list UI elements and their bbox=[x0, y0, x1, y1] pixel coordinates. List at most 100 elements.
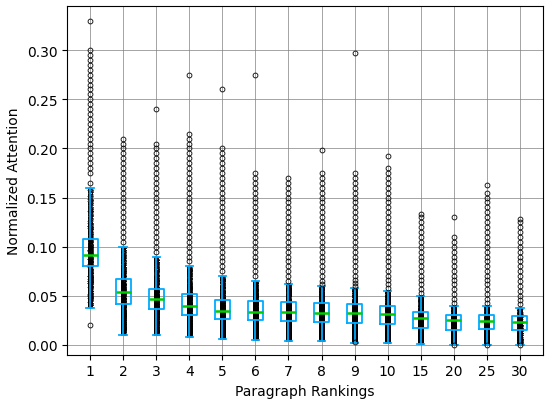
Point bbox=[153, 287, 162, 293]
Point bbox=[386, 320, 394, 326]
Point bbox=[119, 289, 128, 296]
Point bbox=[482, 337, 491, 343]
Point bbox=[85, 289, 94, 296]
Point bbox=[482, 307, 491, 313]
Point bbox=[381, 331, 389, 337]
Point bbox=[252, 294, 261, 301]
Point bbox=[154, 325, 163, 331]
Point bbox=[217, 277, 226, 284]
Point bbox=[419, 323, 428, 330]
Point bbox=[415, 307, 424, 313]
Point bbox=[481, 320, 490, 326]
Point bbox=[218, 332, 227, 338]
Point bbox=[119, 311, 128, 317]
Point bbox=[254, 305, 262, 311]
Point bbox=[150, 312, 159, 319]
Point bbox=[348, 318, 357, 325]
Point bbox=[117, 315, 125, 321]
Point bbox=[219, 325, 228, 331]
Point bbox=[450, 315, 459, 322]
Point bbox=[119, 330, 128, 336]
Point bbox=[150, 311, 159, 318]
Point bbox=[187, 333, 196, 339]
Point bbox=[483, 335, 492, 341]
Point bbox=[184, 314, 192, 320]
Point bbox=[218, 312, 227, 318]
Point bbox=[515, 328, 524, 334]
Point bbox=[153, 260, 162, 267]
Point bbox=[219, 311, 228, 318]
Point bbox=[353, 295, 361, 301]
Point bbox=[253, 315, 262, 322]
Point bbox=[216, 314, 225, 320]
Point bbox=[320, 322, 328, 328]
Point bbox=[447, 305, 456, 312]
Point bbox=[219, 326, 228, 332]
Point bbox=[119, 294, 128, 300]
Point bbox=[316, 301, 324, 307]
Point bbox=[384, 314, 393, 320]
Point bbox=[348, 288, 357, 295]
Point bbox=[186, 327, 195, 334]
Point bbox=[185, 308, 194, 315]
Point bbox=[218, 305, 227, 311]
Point bbox=[448, 340, 456, 347]
Point bbox=[119, 286, 128, 292]
Point bbox=[348, 335, 357, 341]
Point bbox=[320, 335, 328, 342]
Point bbox=[152, 319, 161, 326]
Point bbox=[482, 337, 491, 343]
Point bbox=[514, 329, 523, 336]
Point bbox=[382, 334, 390, 340]
Point bbox=[252, 313, 261, 319]
Point bbox=[118, 315, 127, 322]
Point bbox=[153, 258, 162, 265]
Point bbox=[184, 321, 193, 327]
Point bbox=[287, 281, 295, 288]
Point bbox=[452, 307, 461, 314]
Point bbox=[352, 318, 361, 325]
Point bbox=[118, 298, 127, 304]
Point bbox=[383, 318, 392, 324]
Point bbox=[219, 288, 228, 295]
Point bbox=[449, 326, 458, 333]
Point bbox=[153, 268, 162, 274]
Point bbox=[351, 312, 360, 318]
Point bbox=[484, 336, 493, 343]
Point bbox=[87, 261, 96, 268]
Point bbox=[185, 298, 194, 305]
Point bbox=[117, 305, 126, 311]
Point bbox=[319, 333, 328, 339]
Point bbox=[87, 269, 96, 276]
Point bbox=[117, 330, 125, 337]
Point bbox=[514, 310, 523, 317]
Point bbox=[482, 318, 491, 325]
Point bbox=[185, 309, 194, 315]
Point bbox=[350, 310, 359, 316]
Point bbox=[249, 298, 257, 305]
Point bbox=[252, 281, 261, 288]
Point bbox=[349, 313, 358, 320]
Point bbox=[450, 321, 459, 328]
Point bbox=[219, 312, 228, 318]
Point bbox=[384, 318, 393, 324]
Point bbox=[318, 320, 327, 326]
Point bbox=[219, 311, 228, 317]
Point bbox=[120, 309, 129, 315]
Point bbox=[253, 284, 262, 290]
Point bbox=[87, 224, 96, 230]
Point bbox=[316, 317, 324, 323]
Point bbox=[253, 337, 262, 343]
Point bbox=[282, 305, 291, 312]
Point bbox=[386, 332, 394, 339]
Point bbox=[186, 307, 195, 314]
Point bbox=[151, 304, 160, 311]
Point bbox=[283, 327, 292, 333]
Point bbox=[447, 339, 456, 345]
Point bbox=[284, 336, 293, 342]
Point bbox=[485, 341, 493, 347]
Point bbox=[89, 304, 97, 310]
Point bbox=[119, 256, 128, 263]
Point bbox=[283, 298, 292, 304]
Point bbox=[154, 324, 163, 330]
